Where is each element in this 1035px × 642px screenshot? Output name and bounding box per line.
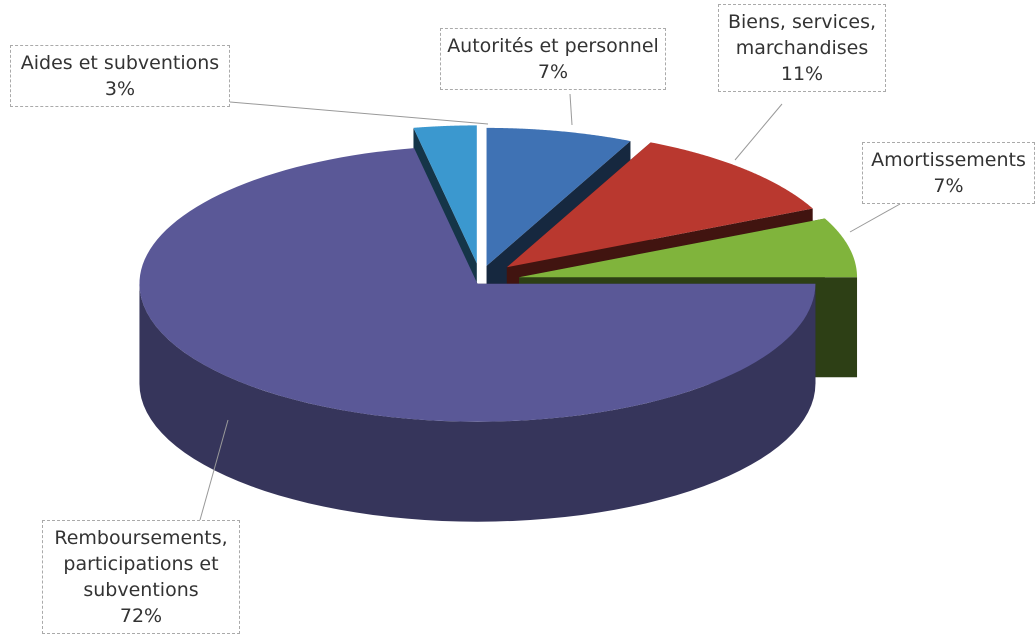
slice [413,125,477,264]
leader-line [199,419,229,521]
data-label: Autorités et personnel 7% [440,28,666,90]
label-value: 7% [933,175,964,197]
data-label: Biens, services, marchandises 11% [718,4,886,92]
slice [139,148,816,422]
label-value: 72% [119,605,163,627]
data-label: Remboursements, participations et subven… [42,520,240,634]
label-value: 7% [537,61,569,83]
slice [486,127,631,266]
label-category: Autorités et personnel [447,35,659,57]
label-category: Amortissements [871,149,1026,171]
label-category: Biens, services, marchandises [727,11,877,59]
data-label: Aides et subventions 3% [10,45,230,107]
label-category: Remboursements, participations et subven… [54,527,228,601]
label-value: 3% [104,78,136,100]
leader-line [849,203,901,233]
leader-line [229,101,489,125]
leader-line [569,93,573,126]
label-value: 11% [780,63,824,85]
leader-line [734,103,783,161]
slice [506,142,813,268]
slice-side [139,283,816,522]
data-label: Amortissements 7% [862,142,1035,204]
label-category: Aides et subventions [20,52,220,74]
slice [519,218,858,278]
